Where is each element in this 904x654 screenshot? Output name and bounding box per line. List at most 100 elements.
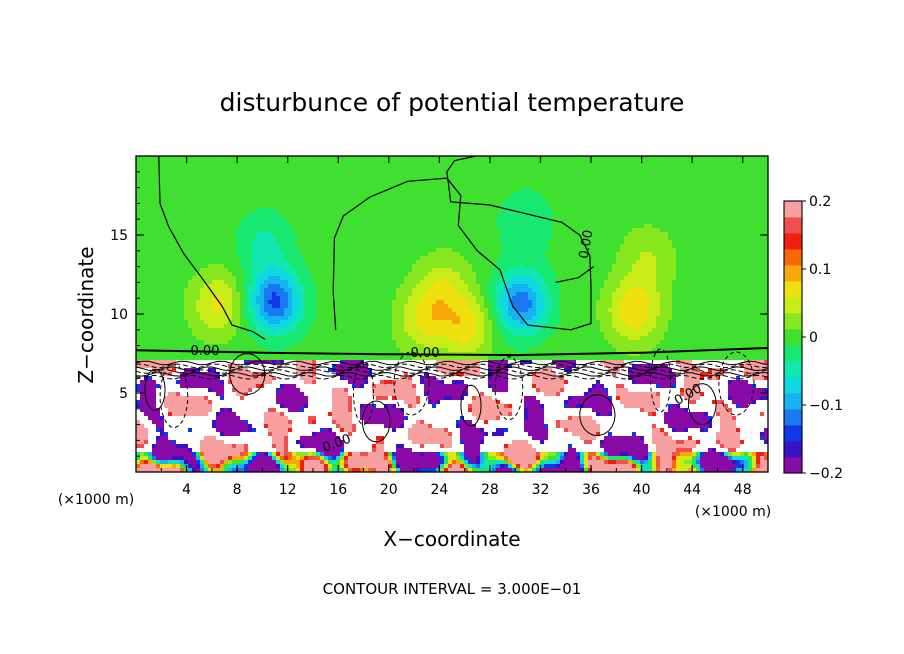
heatmap-cell [712,204,717,209]
heatmap-cell [760,212,765,217]
heatmap-cell [672,184,677,189]
heatmap-cell [528,168,533,173]
heatmap-cell [248,228,253,233]
heatmap-cell [548,228,553,233]
heatmap-cell [548,252,553,257]
heatmap-cell [512,160,517,165]
heatmap-cell [520,280,525,285]
heatmap-cell [740,260,745,265]
heatmap-cell [716,212,721,217]
heatmap-cell [528,264,533,269]
heatmap-cell [644,176,649,181]
heatmap-cell [180,176,185,181]
heatmap-cell [148,264,153,269]
heatmap-cell [308,272,313,277]
heatmap-cell [452,208,457,213]
heatmap-cell [528,256,533,261]
heatmap-cell [344,184,349,189]
heatmap-cell [728,180,733,185]
heatmap-cell [420,160,425,165]
heatmap-cell [572,264,577,269]
heatmap-cell [664,168,669,173]
heatmap-cell [660,244,665,249]
heatmap-cell [576,272,581,277]
heatmap-cell [384,176,389,181]
heatmap-cell [540,220,545,225]
heatmap-cell [756,172,761,177]
heatmap-cell [488,168,493,173]
heatmap-cell [352,188,357,193]
heatmap-cell [660,220,665,225]
heatmap-cell [168,192,173,197]
heatmap-cell [368,276,373,281]
heatmap-cell [364,168,369,173]
heatmap-cell [520,176,525,181]
heatmap-cell [644,204,649,209]
heatmap-cell [760,276,765,281]
heatmap-cell [740,176,745,181]
heatmap-cell [420,204,425,209]
heatmap-cell [240,228,245,233]
heatmap-cell [444,200,449,205]
heatmap-cell [572,192,577,197]
heatmap-cell [744,212,749,217]
heatmap-cell [604,216,609,221]
heatmap-cell [748,188,753,193]
heatmap-cell [300,268,305,273]
heatmap-cell [332,180,337,185]
heatmap-cell [380,172,385,177]
heatmap-cell [472,160,477,165]
heatmap-cell [236,260,241,265]
heatmap-cell [372,260,377,265]
heatmap-cell [352,160,357,165]
heatmap-cell [308,172,313,177]
heatmap-cell [320,172,325,177]
heatmap-cell [452,236,457,241]
heatmap-cell [276,248,281,253]
heatmap-cell [340,228,345,233]
heatmap-cell [596,216,601,221]
heatmap-cell [292,196,297,201]
heatmap-cell [764,256,768,261]
heatmap-cell [444,212,449,217]
heatmap-cell [304,196,309,201]
heatmap-cell [672,256,677,261]
heatmap-cell [476,168,481,173]
heatmap-cell [216,272,221,277]
heatmap-cell [628,272,633,277]
heatmap-cell [688,256,693,261]
heatmap-cell [700,188,705,193]
heatmap-cell [300,160,305,165]
heatmap-cell [464,200,469,205]
heatmap-cell [316,212,321,217]
heatmap-cell [504,280,509,285]
heatmap-cell [356,160,361,165]
heatmap-cell [632,208,637,213]
heatmap-cell [400,204,405,209]
heatmap-cell [604,164,609,169]
heatmap-cell [260,276,265,281]
heatmap-cell [708,208,713,213]
heatmap-cell [744,256,749,261]
heatmap-cell [392,160,397,165]
heatmap-cell [664,224,669,229]
heatmap-cell [560,224,565,229]
heatmap-cell [628,208,633,213]
heatmap-cell [312,192,317,197]
heatmap-cell [532,172,537,177]
heatmap-cell [392,280,397,285]
heatmap-cell [432,260,437,265]
heatmap-cell [268,264,273,269]
heatmap-cell [548,212,553,217]
heatmap-cell [272,168,277,173]
heatmap-cell [724,268,729,273]
heatmap-cell [232,176,237,181]
heatmap-cell [216,180,221,185]
heatmap-cell [716,240,721,245]
heatmap-cell [624,200,629,205]
heatmap-cell [420,268,425,273]
heatmap-cell [728,268,733,273]
heatmap-cell [184,220,189,225]
heatmap-cell [268,240,273,245]
heatmap-cell [744,160,749,165]
